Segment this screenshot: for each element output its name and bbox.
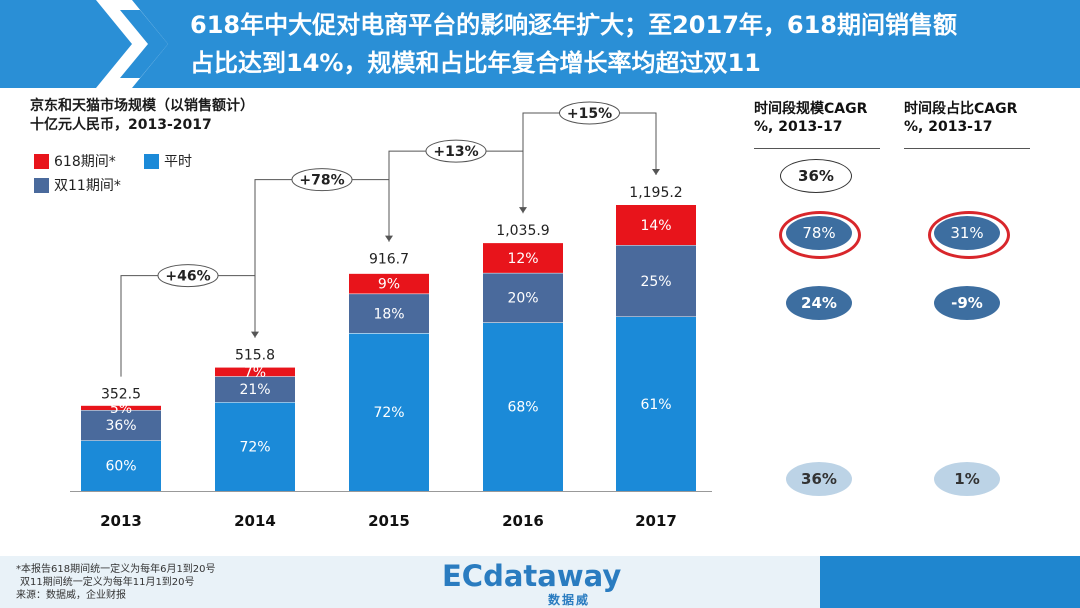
share-cagr-double11: -9% <box>934 286 1000 320</box>
stacked-bar-chart: 60% 36%5%352.5 2013 72% 21%7%515.8 2014 72% 18%… <box>70 101 712 530</box>
legend-swatch-regular <box>144 153 159 169</box>
x-tick-label-2016: 2016 <box>502 512 544 530</box>
footer-accent <box>820 556 1080 608</box>
scale-cagr-total: 36% <box>780 159 852 193</box>
footnote-line-2: 双11期间统一定义为每年11月1到20号 <box>20 577 195 588</box>
bar-segment-double11-2015 <box>349 293 429 334</box>
chevron-decoration-icon <box>96 0 168 88</box>
bar-segment-618-2014 <box>215 367 295 377</box>
segment-label-618-2015: 9% <box>378 277 400 293</box>
bar-segment-double11-2014 <box>215 376 295 403</box>
bar-segment-618-2015 <box>349 273 429 294</box>
highlight-ring-icon <box>928 211 1010 259</box>
legend-label-618: 618期间* <box>54 154 116 170</box>
logo-subtitle: 数据威 <box>548 593 591 607</box>
scale-cagr-header: 时间段规模CAGR %, 2013-17 <box>754 100 867 136</box>
bar-segment-double11-2017 <box>616 245 696 317</box>
subtitle-line-2: 十亿元人民币，2013-2017 <box>30 117 212 133</box>
segment-label-618-2014: 7% <box>244 365 266 381</box>
share-cagr-header-line1: 时间段占比CAGR <box>904 101 1018 117</box>
segment-label-regular-2017: 61% <box>640 397 671 413</box>
legend-label-regular: 平时 <box>164 154 192 170</box>
share-cagr-618: 31% <box>934 216 1000 250</box>
total-label-2015: 916.7 <box>369 252 409 268</box>
title-line-1: 618年中大促对电商平台的影响逐年扩大；至2017年，618期间销售额 <box>190 11 957 39</box>
share-cagr-header: 时间段占比CAGR %, 2013-17 <box>904 100 1017 136</box>
segment-label-618-2016: 12% <box>507 251 538 267</box>
total-label-2016: 1,035.9 <box>496 223 549 239</box>
segment-label-double11-2013: 36% <box>105 418 136 434</box>
bar-segment-regular-2015 <box>349 333 429 491</box>
x-tick-label-2014: 2014 <box>234 512 276 530</box>
scale-cagr-618: 78% <box>786 216 852 250</box>
ecdataway-logo: ECdataway <box>442 559 622 593</box>
growth-label-2013-2014: +46% <box>165 269 210 285</box>
total-label-2014: 515.8 <box>235 348 275 364</box>
bar-segment-regular-2014 <box>215 402 295 491</box>
footnote-line-1: *本报告618期间统一定义为每年6月1到20号 <box>16 564 216 575</box>
bar-segment-regular-2016 <box>483 322 563 491</box>
footnote: *本报告618期间统一定义为每年6月1到20号 双11期间统一定义为每年11月1… <box>16 563 216 602</box>
growth-bubble-2016-2017 <box>559 101 620 125</box>
scale-cagr-header-line2: %, 2013-17 <box>754 119 843 135</box>
segment-label-618-2017: 14% <box>640 218 671 234</box>
scale-cagr-double11: 24% <box>786 286 852 320</box>
legend-item-double11: 双11期间* <box>34 175 121 195</box>
growth-label-2014-2015: +78% <box>299 173 344 189</box>
highlight-ring-icon <box>779 211 861 259</box>
legend-item-618: 618期间* <box>34 151 116 171</box>
segment-label-double11-2014: 21% <box>239 382 270 398</box>
growth-bubble-2013-2014 <box>157 264 219 288</box>
segment-label-double11-2015: 18% <box>373 306 404 322</box>
footnote-line-3: 来源：数据威，企业财报 <box>16 590 126 601</box>
scale-cagr-regular: 36% <box>786 462 852 496</box>
growth-bubble-2015-2016 <box>425 139 487 163</box>
growth-bubble-2014-2015 <box>291 168 353 192</box>
x-tick-label-2017: 2017 <box>635 512 677 530</box>
share-cagr-divider <box>904 148 1030 149</box>
bar-segment-regular-2013 <box>81 440 161 491</box>
segment-label-double11-2017: 25% <box>640 274 671 290</box>
segment-label-618-2013: 5% <box>110 401 132 417</box>
bar-segment-618-2017 <box>616 205 696 246</box>
scale-cagr-divider <box>754 148 880 149</box>
page-title: 618年中大促对电商平台的影响逐年扩大；至2017年，618期间销售额 占比达到… <box>190 6 1070 82</box>
growth-label-2016-2017: +15% <box>567 106 612 122</box>
chart-subtitle: 京东和天猫市场规模（以销售额计） 十亿元人民币，2013-2017 <box>30 97 254 135</box>
total-label-2013: 352.5 <box>101 387 141 403</box>
subtitle-line-1: 京东和天猫市场规模（以销售额计） <box>30 98 254 114</box>
scale-cagr-header-line1: 时间段规模CAGR <box>754 101 868 117</box>
legend-swatch-618 <box>34 153 49 169</box>
bar-segment-double11-2016 <box>483 272 563 323</box>
segment-label-regular-2016: 68% <box>507 400 538 416</box>
x-tick-label-2015: 2015 <box>368 512 410 530</box>
title-line-2: 占比达到14%，规模和占比年复合增长率均超过双11 <box>190 49 761 77</box>
legend-label-double11: 双11期间* <box>54 178 121 194</box>
title-banner <box>0 0 1080 88</box>
share-cagr-regular: 1% <box>934 462 1000 496</box>
bar-segment-regular-2017 <box>616 316 696 491</box>
legend-item-regular: 平时 <box>144 151 192 171</box>
growth-label-2015-2016: +13% <box>433 144 478 160</box>
bar-segment-618-2013 <box>81 405 161 411</box>
segment-label-regular-2014: 72% <box>239 440 270 456</box>
growth-arrow-icon <box>652 169 660 175</box>
share-cagr-header-line2: %, 2013-17 <box>904 119 993 135</box>
segment-label-regular-2015: 72% <box>373 405 404 421</box>
total-label-2017: 1,195.2 <box>629 185 682 201</box>
x-tick-label-2013: 2013 <box>100 512 142 530</box>
segment-label-regular-2013: 60% <box>105 459 136 475</box>
legend-swatch-double11 <box>34 177 49 193</box>
bar-segment-618-2016 <box>483 243 563 273</box>
bar-segment-double11-2013 <box>81 410 161 441</box>
segment-label-double11-2016: 20% <box>507 291 538 307</box>
